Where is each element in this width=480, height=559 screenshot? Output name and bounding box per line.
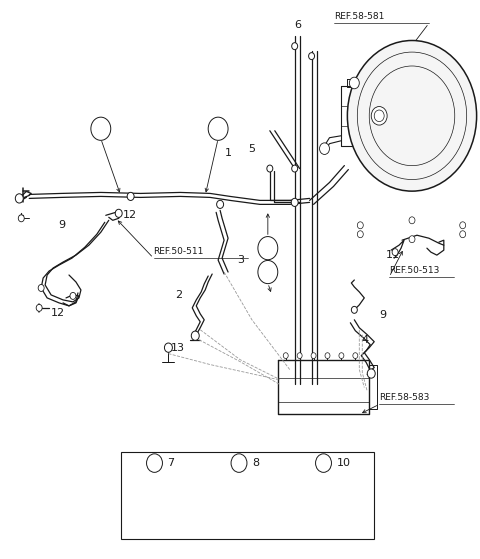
Text: REF.58-581: REF.58-581 [335,12,385,21]
Circle shape [409,217,415,224]
Circle shape [349,77,360,89]
Circle shape [460,222,466,229]
Text: 9: 9 [379,310,386,320]
Circle shape [216,200,224,209]
Text: b: b [98,124,104,133]
Circle shape [91,117,111,140]
Circle shape [192,331,199,340]
Text: 4: 4 [361,335,369,345]
Circle shape [70,292,76,300]
Circle shape [38,285,44,291]
Circle shape [351,306,357,314]
Circle shape [309,53,314,60]
Text: REF.50-511: REF.50-511 [154,247,204,255]
Circle shape [353,353,358,358]
Text: a: a [152,458,157,467]
Circle shape [339,353,344,358]
Circle shape [409,236,415,243]
Text: a: a [216,124,221,133]
Text: 5: 5 [248,144,255,154]
Circle shape [18,215,24,222]
Circle shape [208,117,228,140]
Circle shape [292,42,298,50]
Text: 6: 6 [294,20,301,30]
Text: 12: 12 [123,210,137,220]
Text: 13: 13 [170,343,184,353]
Circle shape [297,353,302,358]
Text: REF.50-513: REF.50-513 [389,266,440,274]
Bar [120,452,374,539]
Circle shape [460,231,466,238]
Text: b: b [237,458,241,467]
Circle shape [267,165,273,172]
Circle shape [165,343,172,352]
Circle shape [357,231,363,238]
Text: 8: 8 [252,458,259,468]
Circle shape [357,222,363,229]
Text: 3: 3 [237,255,244,265]
Text: c: c [265,268,270,277]
Text: 11: 11 [386,250,400,260]
Circle shape [371,107,387,125]
Circle shape [292,165,298,172]
Circle shape [315,454,332,472]
Circle shape [127,192,134,201]
Circle shape [115,209,122,217]
Circle shape [15,194,23,203]
Circle shape [291,198,298,206]
Text: 12: 12 [51,308,65,318]
Circle shape [258,260,278,283]
Circle shape [367,369,375,378]
Text: c: c [322,458,325,467]
Circle shape [258,236,278,260]
Text: 2: 2 [175,290,182,300]
Text: a: a [265,244,271,253]
Circle shape [392,249,398,255]
Text: REF.58-583: REF.58-583 [379,393,430,402]
Circle shape [231,454,247,472]
Circle shape [348,40,477,191]
Text: 7: 7 [168,458,175,468]
Circle shape [325,353,330,358]
Circle shape [36,305,42,311]
Circle shape [146,454,162,472]
Circle shape [311,353,316,358]
Text: 9: 9 [58,220,65,230]
Text: 10: 10 [336,458,350,468]
Circle shape [320,143,329,154]
Circle shape [283,353,288,358]
Text: 1: 1 [225,148,232,158]
